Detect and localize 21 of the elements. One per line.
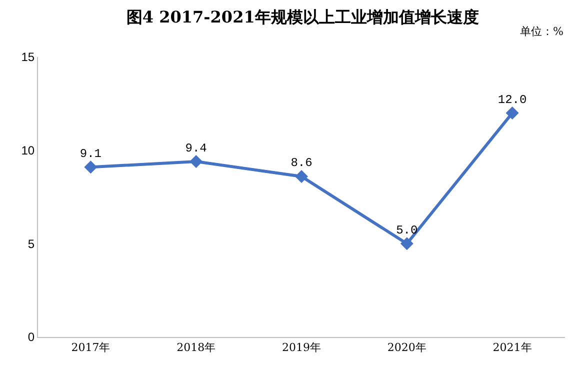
x-tick-label: 2018年 xyxy=(176,341,216,354)
y-tick-label: 10 xyxy=(21,144,35,158)
point xyxy=(295,170,308,183)
x-tick-label: 2020年 xyxy=(387,341,426,354)
x-tick-label: 2019年 xyxy=(282,341,321,354)
y-tick-label: 0 xyxy=(28,330,35,344)
point xyxy=(506,106,519,120)
y-tick-label: 15 xyxy=(21,50,35,64)
data-label: 5.0 xyxy=(396,223,418,238)
x-tick-label: 2021年 xyxy=(492,341,532,354)
y-tick-label: 5 xyxy=(28,236,35,251)
chart-title: 图4 2017-2021年规模以上工业增加值增长速度 xyxy=(126,7,479,26)
point xyxy=(84,160,98,174)
data-label: 9.4 xyxy=(185,141,207,156)
text: 单位：% xyxy=(520,25,564,38)
point xyxy=(190,155,203,168)
x-tick-label: 2017年 xyxy=(71,341,110,354)
data-label: 8.6 xyxy=(290,156,312,170)
point xyxy=(400,237,414,250)
data-label: 9.1 xyxy=(80,146,102,161)
data-label: 12.0 xyxy=(498,92,527,107)
